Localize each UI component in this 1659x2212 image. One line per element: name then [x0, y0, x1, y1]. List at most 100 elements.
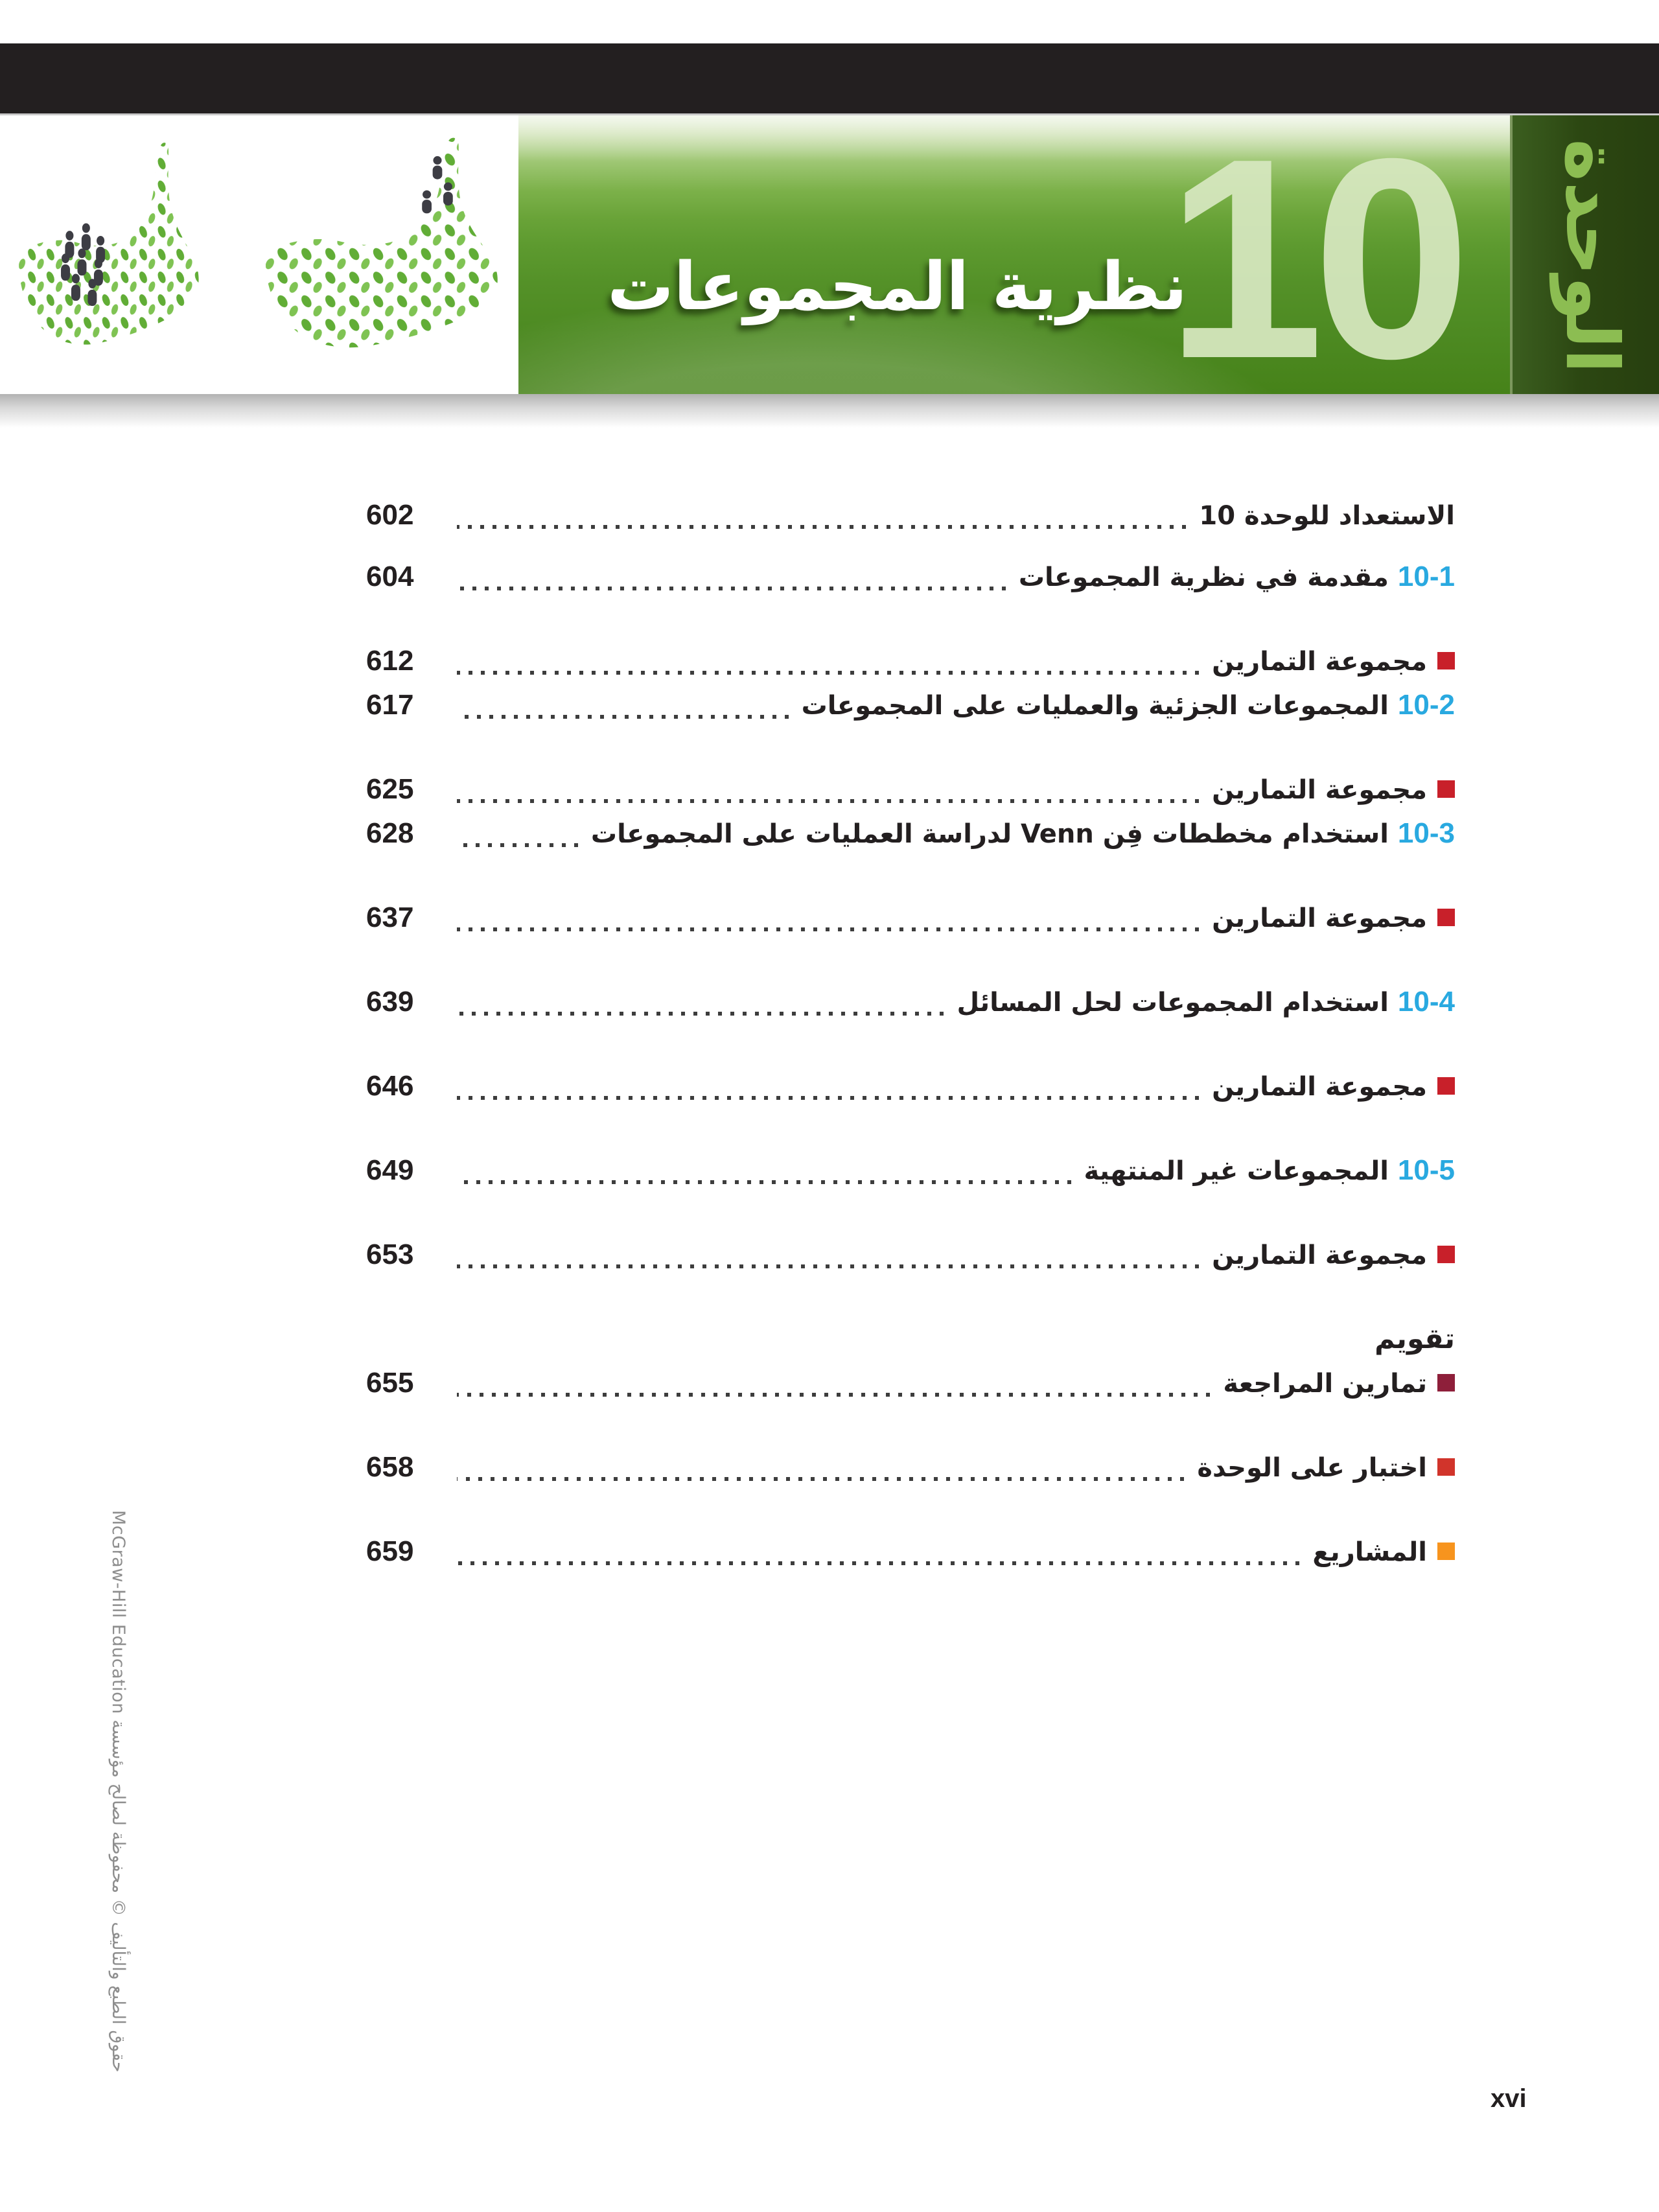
bullet-square-icon: [1437, 1458, 1455, 1476]
toc-row: 10-3 استخدام مخططات فِن Venn لدراسة العمل…: [366, 817, 1455, 856]
toc-page-number: 612: [366, 645, 414, 677]
toc-page-number: 628: [366, 817, 414, 849]
toc-page-number: 649: [366, 1154, 414, 1186]
toc-entry: مجموعة التمارين: [1212, 647, 1455, 677]
dotted-leader: [457, 1180, 1071, 1184]
top-black-bar: [0, 43, 1659, 115]
toc-row: اختبار على الوحدة 658: [366, 1451, 1455, 1490]
toc-row: 10-5 المجموعات غير المنتهية 649: [366, 1154, 1455, 1193]
bullet-square-icon: [1437, 1542, 1455, 1560]
toc-page-number: 604: [366, 561, 414, 592]
people-icons: [61, 223, 106, 306]
toc-entry-label: مجموعة التمارين: [1212, 1072, 1427, 1102]
toc-entry-label: مجموعة التمارين: [1212, 647, 1427, 677]
dotted-leader: [457, 1096, 1200, 1100]
dotted-leader: [457, 1012, 944, 1016]
toc-page-number: 639: [366, 986, 414, 1018]
section-number: 10-1: [1397, 561, 1455, 592]
toc-entry-label: مجموعة التمارين: [1212, 775, 1427, 805]
toc-entry-label: مجموعة التمارين: [1212, 1240, 1427, 1270]
toc-entry: 10-1 مقدمة في نظرية المجموعات: [1019, 561, 1455, 593]
bullet-square-icon: [1437, 780, 1455, 798]
page-number-footer: xvi: [1491, 2084, 1527, 2113]
dotted-leader: [457, 799, 1200, 803]
dotted-leader: [457, 1393, 1211, 1397]
toc-row: تمارين المراجعة 655: [366, 1367, 1455, 1406]
dotted-leader: [457, 671, 1200, 675]
dotted-leader: [457, 1561, 1300, 1565]
toc-entry: الاستعداد للوحدة 10: [1199, 501, 1455, 531]
toc-list: الاستعداد للوحدة 10 602 10-1 مقدمة في نظرية…: [366, 499, 1455, 1574]
toc-entry: 10-2 المجموعات الجزئية والعمليات على المج…: [802, 689, 1455, 721]
toc-entry-label: تمارين المراجعة: [1223, 1369, 1427, 1399]
toc-entry: تمارين المراجعة: [1223, 1369, 1455, 1399]
dotted-leader: [457, 843, 578, 847]
dotted-leader: [457, 927, 1200, 931]
toc-entry: 10-3 استخدام مخططات فِن Venn لدراسة العمل…: [591, 817, 1455, 850]
dotted-leader: [457, 525, 1187, 529]
toc-entry: مجموعة التمارين: [1212, 1240, 1455, 1270]
toc-entry: 10-4 استخدام المجموعات لحل المسائل: [957, 986, 1455, 1018]
map-illustration-area: [0, 115, 518, 394]
people-icons: [422, 156, 453, 214]
toc-entry-label: مقدمة في نظرية المجموعات: [1018, 563, 1389, 592]
unit-side-tab-label: الوحدة: [1549, 139, 1634, 374]
toc-row: 10-1 مقدمة في نظرية المجموعات 604: [366, 561, 1455, 600]
toc-entry-label: مجموعة التمارين: [1212, 903, 1427, 933]
toc-entry: مجموعة التمارين: [1212, 775, 1455, 805]
toc-page-number: 653: [366, 1239, 414, 1270]
section-number: 10-5: [1397, 1154, 1455, 1186]
unit-side-tab: الوحدة: [1510, 115, 1659, 398]
unit-title-banner: 10 نظرية المجموعات: [518, 115, 1510, 398]
bullet-square-icon: [1437, 908, 1455, 926]
toc-entry-label: الاستعداد للوحدة 10: [1199, 501, 1455, 531]
toc-entry-label: تقويم: [1375, 1323, 1455, 1355]
toc-row: الاستعداد للوحدة 10 602: [366, 499, 1455, 538]
bullet-square-icon: [1437, 1245, 1455, 1263]
toc-row: مجموعة التمارين 646: [366, 1070, 1455, 1109]
toc-row: مجموعة التمارين 637: [366, 902, 1455, 940]
toc-entry-label: استخدام مخططات فِن Venn لدراسة العمليات …: [590, 819, 1389, 849]
toc-entry: تقويم: [1375, 1323, 1455, 1355]
uae-map-icon: [266, 137, 498, 348]
bullet-square-icon: [1437, 1077, 1455, 1095]
section-number: 10-3: [1397, 817, 1455, 849]
uae-map-icon: [19, 143, 199, 345]
toc-entry: 10-5 المجموعات غير المنتهية: [1084, 1154, 1455, 1187]
unit-number: 10: [1165, 115, 1471, 398]
toc-entry: مجموعة التمارين: [1212, 903, 1455, 933]
toc-entry-label: استخدام المجموعات لحل المسائل: [957, 988, 1389, 1018]
toc-row: مجموعة التمارين 625: [366, 773, 1455, 812]
toc-row: المشاريع 659: [366, 1535, 1455, 1574]
section-number: 10-2: [1397, 689, 1455, 721]
toc-page-number: 658: [366, 1451, 414, 1483]
toc-entry: المشاريع: [1312, 1537, 1455, 1567]
dotted-leader: [457, 715, 789, 719]
toc-entry: اختبار على الوحدة: [1197, 1453, 1455, 1483]
toc-entry-label: المجموعات الجزئية والعمليات على المجموعا…: [801, 691, 1389, 721]
banner-shadow: [0, 394, 1659, 428]
bullet-square-icon: [1437, 651, 1455, 669]
toc-entry-label: اختبار على الوحدة: [1197, 1453, 1427, 1483]
bullet-square-icon: [1437, 1373, 1455, 1391]
toc-row: 10-4 استخدام المجموعات لحل المسائل 639: [366, 986, 1455, 1025]
toc-row: مجموعة التمارين 612: [366, 645, 1455, 684]
unit-title: نظرية المجموعات: [607, 248, 1187, 325]
toc-row: 10-2 المجموعات الجزئية والعمليات على المج…: [366, 689, 1455, 728]
toc-page-number: 655: [366, 1367, 414, 1399]
dotted-leader: [457, 587, 1006, 590]
toc-page-number: 637: [366, 902, 414, 933]
unit-header: 10 نظرية المجموعات الوحدة: [0, 115, 1659, 398]
toc-entry-label: المشاريع: [1312, 1537, 1427, 1567]
toc-entry: مجموعة التمارين: [1212, 1072, 1455, 1102]
dotted-leader: [457, 1264, 1200, 1268]
toc-page-number: 602: [366, 499, 414, 531]
copyright-vertical-text: حقوق الطبع والتأليف © محفوظة لصالح مؤسسة…: [108, 1510, 128, 2073]
toc-page-number: 659: [366, 1535, 414, 1567]
toc-page-number: 617: [366, 689, 414, 721]
toc-page-number: 646: [366, 1070, 414, 1102]
toc-page-number: 625: [366, 773, 414, 805]
toc-row: تقويم: [366, 1323, 1455, 1362]
toc-entry-label: المجموعات غير المنتهية: [1084, 1156, 1389, 1186]
